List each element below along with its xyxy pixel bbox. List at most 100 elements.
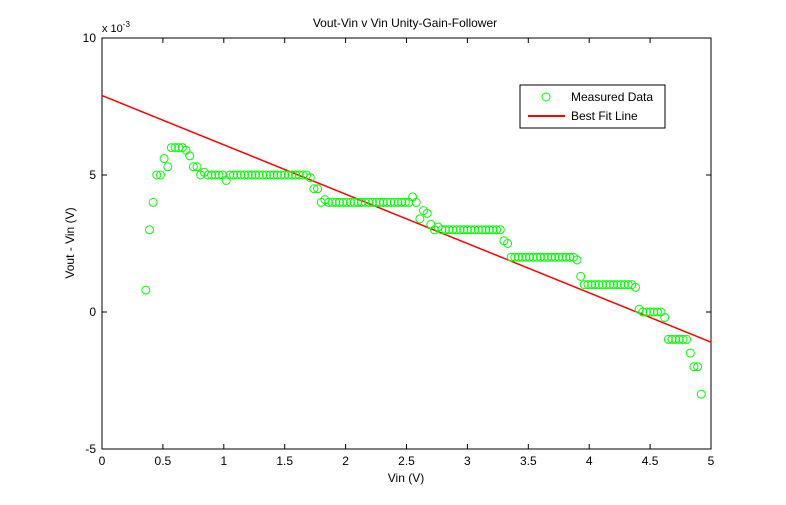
data-point	[488, 225, 498, 235]
data-point	[148, 197, 158, 207]
data-point	[590, 280, 600, 290]
data-point	[283, 170, 293, 180]
data-point	[696, 389, 706, 399]
data-point	[313, 184, 323, 194]
data-point	[444, 225, 454, 235]
data-point	[261, 170, 271, 180]
data-point	[671, 334, 681, 344]
data-point	[649, 307, 659, 317]
legend-marker-measured-data	[541, 92, 551, 102]
data-point	[492, 225, 502, 235]
data-point	[207, 170, 217, 180]
data-point	[462, 225, 472, 235]
legend-label-best-fit-line: Best Fit Line	[571, 109, 638, 123]
data-point	[327, 197, 337, 207]
data-point	[345, 197, 355, 207]
data-point	[521, 252, 531, 262]
data-point	[291, 170, 301, 180]
data-point	[609, 280, 619, 290]
data-point	[459, 225, 469, 235]
data-point	[265, 170, 275, 180]
data-point	[229, 170, 239, 180]
data-point	[663, 334, 673, 344]
measured-data-points	[141, 143, 706, 399]
data-point	[240, 170, 250, 180]
data-point	[159, 154, 169, 164]
data-point	[155, 170, 165, 180]
data-point	[470, 225, 480, 235]
data-point	[280, 170, 290, 180]
data-point	[641, 307, 651, 317]
data-point	[386, 197, 396, 207]
data-point	[141, 285, 151, 295]
data-point	[484, 225, 494, 235]
data-point	[473, 225, 483, 235]
x-axis-label: Vin (V)	[388, 471, 424, 485]
x-tick-label: 2.5	[398, 454, 415, 468]
data-point	[678, 334, 688, 344]
y-tick-label: 0	[89, 305, 96, 319]
chart-title: Vout-Vin v Vin Unity-Gain-Follower	[313, 16, 497, 30]
data-point	[367, 197, 377, 207]
data-point	[579, 280, 589, 290]
data-point	[528, 252, 538, 262]
x-tick-label: 0.5	[155, 454, 172, 468]
data-point	[225, 170, 235, 180]
x-tick-label: 3	[464, 454, 471, 468]
y-exponent-base: x 10	[102, 23, 123, 35]
data-point	[554, 252, 564, 262]
data-point	[605, 280, 615, 290]
data-point	[587, 280, 597, 290]
data-point	[360, 197, 370, 207]
data-point	[272, 170, 282, 180]
data-point	[550, 252, 560, 262]
data-point	[693, 362, 703, 372]
x-tick-label: 0	[99, 454, 106, 468]
data-point	[616, 280, 626, 290]
data-point	[353, 197, 363, 207]
data-point	[371, 197, 381, 207]
data-point	[335, 197, 345, 207]
y-axis: -5 0 5 10	[83, 31, 711, 456]
data-point	[331, 197, 341, 207]
data-point	[557, 252, 567, 262]
data-point	[437, 225, 447, 235]
x-tick-label: 3.5	[520, 454, 537, 468]
data-point	[342, 197, 352, 207]
data-point	[305, 173, 315, 183]
data-point	[448, 225, 458, 235]
data-point	[364, 197, 374, 207]
data-point	[393, 197, 403, 207]
y-tick-label: 5	[89, 168, 96, 182]
data-point	[422, 208, 432, 218]
data-point	[397, 197, 407, 207]
data-point	[667, 334, 677, 344]
data-point	[356, 197, 366, 207]
y-exponent-power: -3	[123, 20, 131, 29]
data-point	[532, 252, 542, 262]
y-tick-label: -5	[85, 442, 96, 456]
data-point	[543, 252, 553, 262]
data-point	[674, 334, 684, 344]
data-point	[440, 225, 450, 235]
data-point	[535, 252, 545, 262]
data-point	[481, 225, 491, 235]
data-point	[514, 252, 524, 262]
data-point	[517, 252, 527, 262]
x-tick-label: 2	[342, 454, 349, 468]
y-exponent-label: x 10-3	[102, 20, 130, 35]
data-point	[382, 197, 392, 207]
data-point	[258, 170, 268, 180]
data-point	[525, 252, 535, 262]
data-point	[510, 252, 520, 262]
data-point	[645, 307, 655, 317]
data-point	[630, 282, 640, 292]
legend: Measured Data Best Fit Line	[519, 84, 666, 129]
data-point	[576, 271, 586, 281]
data-point	[598, 280, 608, 290]
data-point	[294, 170, 304, 180]
data-point	[163, 162, 173, 172]
data-point	[594, 280, 604, 290]
best-fit-line-layer	[101, 94, 712, 343]
